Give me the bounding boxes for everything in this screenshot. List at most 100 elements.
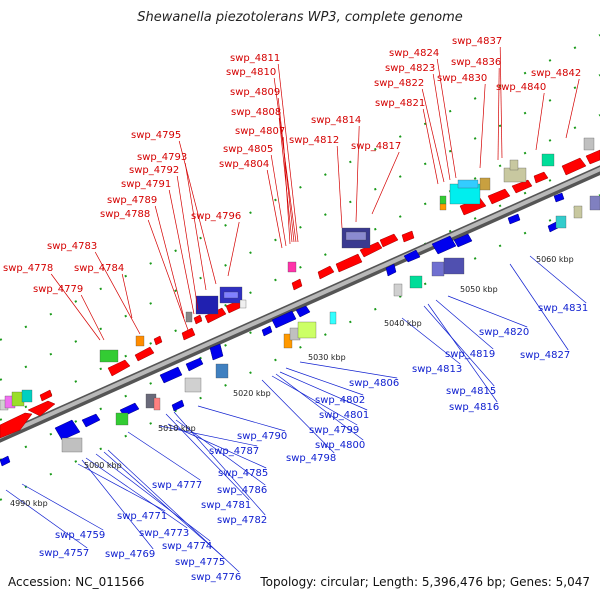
gene-label: swp_4842 bbox=[531, 68, 581, 79]
gene-label: swp_4819 bbox=[445, 349, 495, 360]
leader-line bbox=[535, 92, 545, 151]
leader-line bbox=[285, 367, 364, 396]
genome-backbone bbox=[0, 165, 600, 443]
gene-label: swp_4821 bbox=[375, 98, 425, 109]
gene-arrow bbox=[585, 149, 600, 165]
scale-label: 5020 kbp bbox=[233, 389, 271, 398]
gene-arrow bbox=[533, 171, 549, 184]
gene-label: swp_4787 bbox=[209, 446, 259, 457]
leader-line bbox=[77, 463, 166, 512]
gene-arrow bbox=[295, 305, 311, 318]
gene-label: swp_4824 bbox=[389, 48, 439, 59]
feature-boxes bbox=[0, 137, 600, 453]
leader-line bbox=[499, 46, 503, 159]
accession-label: Accession: NC_011566 bbox=[8, 575, 145, 589]
leader-line bbox=[165, 413, 250, 501]
feature-box bbox=[479, 177, 491, 191]
gene-label: swp_4777 bbox=[152, 480, 202, 491]
gene-arrow bbox=[153, 335, 163, 346]
gene-label: swp_4807 bbox=[235, 126, 285, 137]
scale-label: 5010 kbp bbox=[158, 424, 196, 433]
leader-line bbox=[299, 361, 398, 379]
feature-box bbox=[185, 311, 193, 323]
gene-label: swp_4798 bbox=[286, 453, 336, 464]
gene-label: swp_4791 bbox=[121, 179, 171, 190]
feature-box bbox=[153, 397, 161, 411]
leader-line bbox=[184, 162, 207, 291]
gene-arrow bbox=[453, 233, 473, 248]
gene-label: swp_4816 bbox=[449, 402, 499, 413]
leader-line bbox=[168, 189, 195, 315]
gene-label: swp_4801 bbox=[319, 410, 369, 421]
gene-arrow bbox=[261, 325, 273, 337]
leader-line bbox=[261, 379, 335, 454]
gene-label: swp_4793 bbox=[137, 152, 187, 163]
reverse-genes bbox=[0, 192, 565, 467]
gene-label: swp_4837 bbox=[452, 36, 502, 47]
gene-label: swp_4769 bbox=[105, 549, 155, 560]
leader-line bbox=[178, 140, 217, 285]
feature-box bbox=[239, 299, 247, 309]
leader-line bbox=[21, 483, 104, 531]
leader-line bbox=[275, 373, 364, 441]
gene-label: swp_4823 bbox=[385, 63, 435, 74]
leader-line bbox=[423, 305, 495, 387]
leader-line bbox=[266, 169, 283, 249]
feature-box bbox=[541, 153, 555, 167]
leader-line bbox=[565, 78, 580, 139]
feature-box bbox=[115, 412, 129, 426]
gene-arrow bbox=[507, 213, 521, 225]
gene-label: swp_4830 bbox=[437, 73, 487, 84]
leader-line bbox=[497, 67, 500, 161]
gene-arrow bbox=[81, 413, 101, 428]
feature-box bbox=[439, 195, 447, 205]
gene-arrow bbox=[431, 235, 457, 255]
feature-box bbox=[443, 257, 465, 275]
leader-line bbox=[176, 175, 199, 311]
leader-line bbox=[432, 73, 451, 181]
leader-line bbox=[336, 145, 343, 229]
leader-line bbox=[227, 221, 240, 277]
gene-label: swp_4822 bbox=[374, 78, 424, 89]
gene-label: swp_4783 bbox=[47, 241, 97, 252]
leader-line bbox=[197, 405, 286, 432]
gene-label: swp_4771 bbox=[117, 511, 167, 522]
leader-line bbox=[103, 451, 224, 558]
top-leader-lines bbox=[50, 46, 580, 341]
leader-line bbox=[159, 425, 258, 447]
gene-arrow bbox=[401, 230, 415, 243]
leader-line bbox=[85, 457, 188, 529]
gene-arrow bbox=[561, 157, 587, 176]
leader-line bbox=[121, 273, 133, 319]
gene-label: swp_4827 bbox=[520, 350, 570, 361]
feature-box bbox=[184, 377, 202, 393]
leader-line bbox=[127, 431, 201, 481]
gene-label: swp_4784 bbox=[74, 263, 124, 274]
gene-arrow bbox=[181, 327, 196, 341]
feature-box bbox=[297, 321, 317, 339]
leader-line bbox=[422, 108, 439, 185]
gene-label: swp_4815 bbox=[446, 386, 496, 397]
gene-label: swp_4796 bbox=[191, 211, 241, 222]
gene-arrow bbox=[193, 314, 203, 325]
scale-labels: 4990 kbp 5000 kbp 5010 kbp 5020 kbp 5030… bbox=[10, 255, 574, 508]
leader-line bbox=[427, 303, 498, 403]
gene-label: swp_4774 bbox=[162, 541, 212, 552]
gene-arrow bbox=[553, 192, 565, 203]
gene-arrow bbox=[159, 366, 183, 384]
leader-line bbox=[447, 295, 528, 328]
forward-genes bbox=[0, 149, 600, 439]
feature-box bbox=[135, 335, 145, 347]
gene-label: swp_4817 bbox=[351, 141, 401, 152]
feature-box bbox=[283, 333, 293, 349]
leader-line bbox=[278, 117, 293, 243]
feature-box bbox=[509, 159, 519, 171]
feature-box bbox=[345, 231, 367, 241]
feature-box bbox=[287, 261, 297, 273]
map-title: Shewanella piezotolerans WP3, complete g… bbox=[137, 10, 463, 25]
gene-label: swp_4811 bbox=[230, 53, 280, 64]
feature-box bbox=[439, 203, 447, 211]
feature-box bbox=[393, 283, 403, 297]
leader-line bbox=[436, 58, 457, 179]
